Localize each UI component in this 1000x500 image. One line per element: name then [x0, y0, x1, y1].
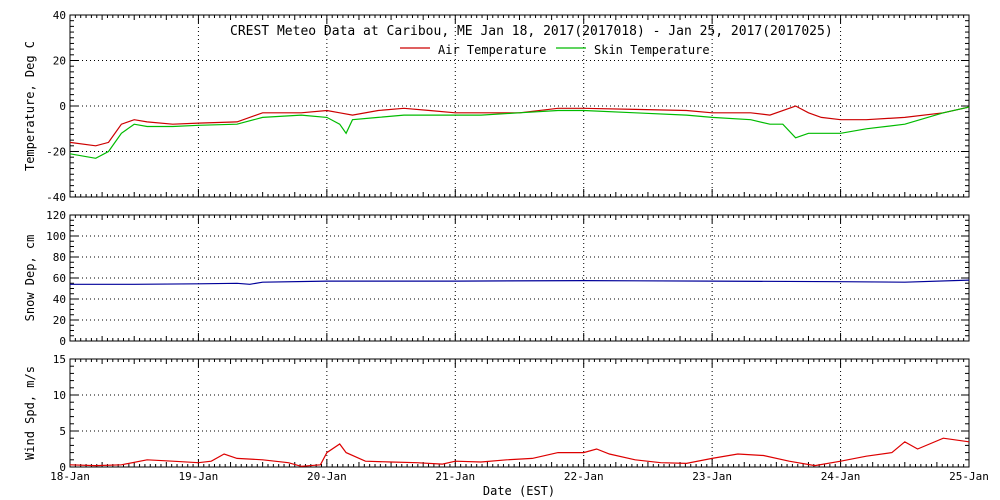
y-tick-label: 5 — [59, 425, 66, 438]
x-tick-label: 20-Jan — [307, 470, 347, 483]
series-line-3-1 — [69, 437, 970, 467]
y-axis-title: Temperature, Deg C — [23, 41, 37, 171]
y-tick-label: 80 — [53, 251, 66, 264]
y-axis-title: Snow Dep, cm — [23, 235, 37, 322]
series-line-1-1 — [69, 105, 970, 147]
x-tick-label: 18-Jan — [50, 470, 90, 483]
y-axis-title: Wind Spd, m/s — [23, 366, 37, 460]
y-tick-label: 40 — [53, 9, 66, 22]
y-tick-label: 120 — [46, 209, 66, 222]
y-tick-label: 0 — [59, 100, 66, 113]
x-tick-label: 22-Jan — [564, 470, 604, 483]
plot-frame — [69, 358, 970, 468]
x-tick-label: 25-Jan — [949, 470, 989, 483]
series-line-1-2 — [69, 106, 970, 159]
y-tick-label: 0 — [59, 461, 66, 474]
panel-1: 40 20 0 -20 -40 Temperature, Deg C Air Tempera… — [23, 9, 970, 204]
y-tick-label: 100 — [46, 230, 66, 243]
y-tick-label: 20 — [53, 314, 66, 327]
x-tick-label: 21-Jan — [435, 470, 475, 483]
y-tick-label: 20 — [53, 55, 66, 68]
y-tick-label: -40 — [46, 191, 66, 204]
panel-3: 15 10 5 0 Wind Spd, m/s 18-Jan 19-Jan 20-Jan 21-… — [23, 353, 989, 483]
y-tick-label: 60 — [53, 272, 66, 285]
legend-label-2: Skin Temperature — [594, 43, 710, 57]
y-tick-label: 10 — [53, 389, 66, 402]
x-axis-title: Date (EST) — [483, 484, 555, 498]
y-tick-label: -20 — [46, 146, 66, 159]
chart-title: CREST Meteo Data at Caribou, ME Jan 18, … — [230, 24, 833, 39]
x-tick-label: 23-Jan — [692, 470, 732, 483]
x-tick-label: 24-Jan — [821, 470, 861, 483]
x-tick-label: 19-Jan — [179, 470, 219, 483]
panel-2: 120 100 80 60 40 20 0 Snow Dep, cm — [23, 209, 970, 348]
y-tick-label: 15 — [53, 353, 66, 366]
y-tick-label: 40 — [53, 293, 66, 306]
legend-label-1: Air Temperature — [438, 43, 546, 57]
series-line-2-1 — [70, 279, 970, 285]
y-tick-label: 0 — [59, 335, 66, 348]
